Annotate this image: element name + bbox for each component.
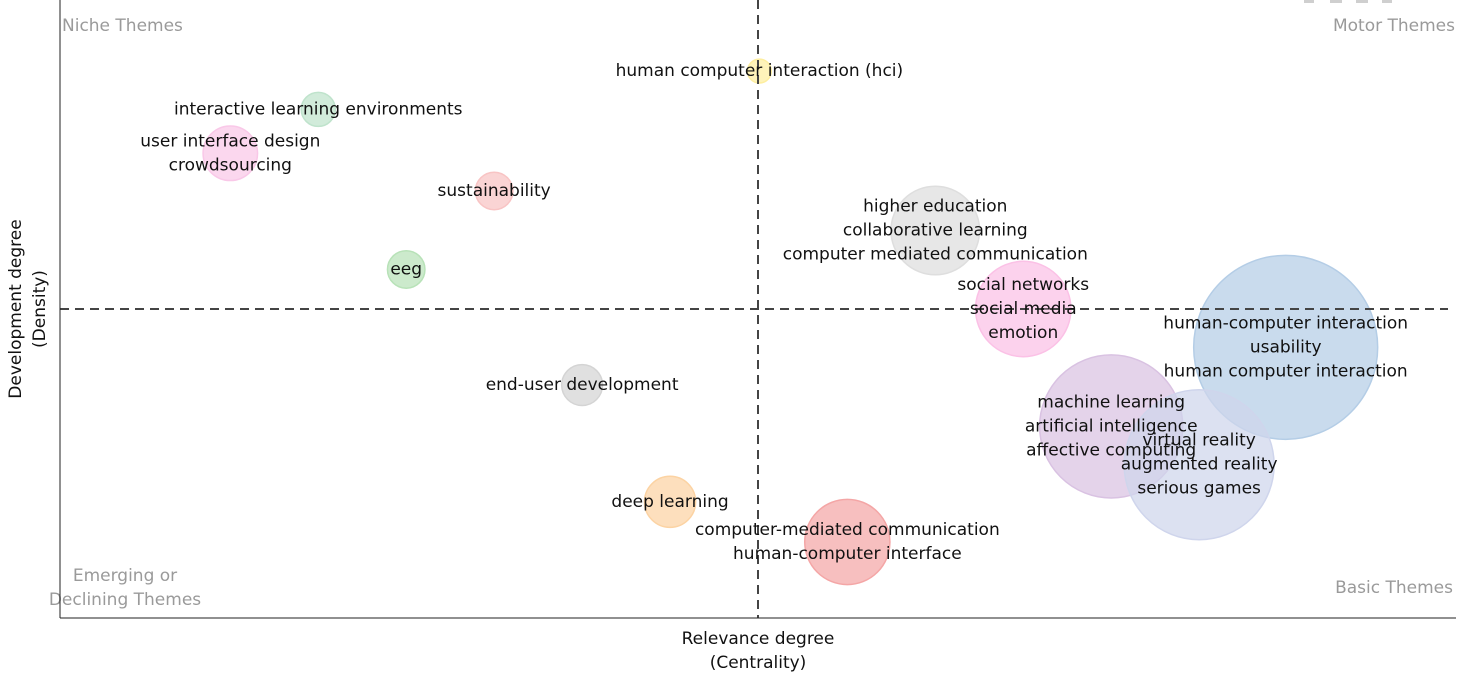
theme-label-6-2: emotion [988,323,1058,343]
x-axis-title-0: Relevance degree [682,629,835,649]
theme-label-7-0: human-computer interaction [1163,313,1408,333]
theme-label-10-2: serious games [1137,479,1261,499]
theme-label-10-1: augmented reality [1121,455,1278,475]
y-axis-title-1: (Density) [30,270,50,348]
theme-label-12-1: human-computer interface [733,544,962,564]
theme-label-7-2: human computer interaction [1164,361,1408,381]
theme-bubble-8[interactable] [560,363,604,407]
theme-bubble-11[interactable] [643,475,697,529]
theme-bubble-1[interactable] [300,91,337,128]
zoom-icon[interactable] [1304,0,1314,3]
theme-label-6-0: social networks [957,275,1089,295]
theme-label-9-0: machine learning [1037,392,1185,412]
pan-icon[interactable] [1330,0,1342,3]
theme-label-9-2: affective computing [1026,440,1196,460]
theme-bubble-3[interactable] [474,171,514,211]
theme-bubble-0[interactable] [746,58,773,84]
theme-label-11-0: deep learning [611,492,728,512]
theme-label-2-1: crowdsourcing [169,155,292,175]
theme-bubble-2[interactable] [202,125,259,182]
theme-label-10-0: virtual reality [1142,431,1255,451]
quadrant-label-motor-0: Motor Themes [1333,16,1455,36]
theme-label-8-0: end-user development [486,375,679,395]
theme-label-12-0: computer-mediated communication [695,520,1000,540]
theme-bubble-4[interactable] [386,249,426,289]
theme-label-6-1: social media [970,299,1077,319]
theme-bubble-5[interactable] [890,185,981,276]
theme-label-5-1: collaborative learning [843,221,1028,241]
quadrant-label-niche-0: Niche Themes [62,16,183,36]
theme-label-1-0: interactive learning environments [174,99,463,119]
theme-label-0-0: human computer interaction (hci) [616,61,904,81]
theme-label-5-0: higher education [863,197,1007,217]
theme-label-2-0: user interface design [140,131,320,151]
theme-bubble-7[interactable] [1192,254,1379,441]
quadrant-label-emerging-0: Emerging or [73,566,177,586]
y-axis-title-0: Development degree [6,219,26,398]
theme-label-5-2: computer mediated communication [783,245,1088,265]
quadrant-label-emerging-1: Declining Themes [49,590,201,610]
theme-bubble-10[interactable] [1123,389,1275,541]
chart-toolbar[interactable] [1304,0,1392,3]
x-axis-title-1: (Centrality) [710,653,807,673]
theme-bubble-12[interactable] [804,498,891,586]
theme-label-4-0: eeg [390,259,422,279]
reset-icon[interactable] [1382,0,1392,3]
theme-label-7-1: usability [1250,337,1322,357]
theme-label-9-1: artificial intelligence [1025,416,1198,436]
quadrant-label-basic-0: Basic Themes [1335,578,1453,598]
theme-label-3-0: sustainability [438,181,551,201]
download-icon[interactable] [1356,0,1368,3]
